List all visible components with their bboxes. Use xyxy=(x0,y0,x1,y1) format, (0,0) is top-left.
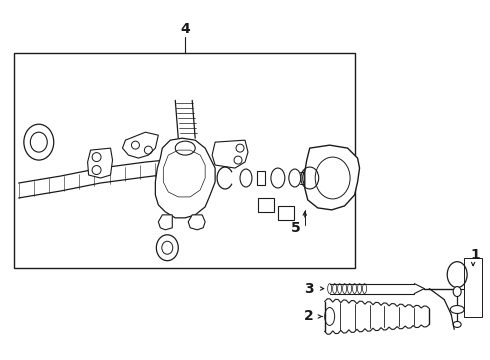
Ellipse shape xyxy=(450,306,464,314)
Ellipse shape xyxy=(447,262,467,288)
Polygon shape xyxy=(316,166,343,190)
Text: 1: 1 xyxy=(470,248,480,262)
Polygon shape xyxy=(88,148,113,178)
Text: 2: 2 xyxy=(304,310,314,324)
Polygon shape xyxy=(212,140,248,168)
Text: 4: 4 xyxy=(180,22,190,36)
Polygon shape xyxy=(158,215,172,230)
Bar xyxy=(257,171,265,185)
Text: 3: 3 xyxy=(304,282,314,296)
Bar xyxy=(14,54,355,268)
Polygon shape xyxy=(305,145,360,210)
Text: 5: 5 xyxy=(291,221,301,235)
Bar xyxy=(278,206,294,220)
Ellipse shape xyxy=(453,287,461,297)
Bar xyxy=(464,258,482,318)
Ellipse shape xyxy=(156,235,178,261)
Polygon shape xyxy=(122,132,158,158)
Polygon shape xyxy=(188,215,205,230)
Bar xyxy=(258,198,274,212)
Ellipse shape xyxy=(24,124,54,160)
Polygon shape xyxy=(155,138,215,218)
